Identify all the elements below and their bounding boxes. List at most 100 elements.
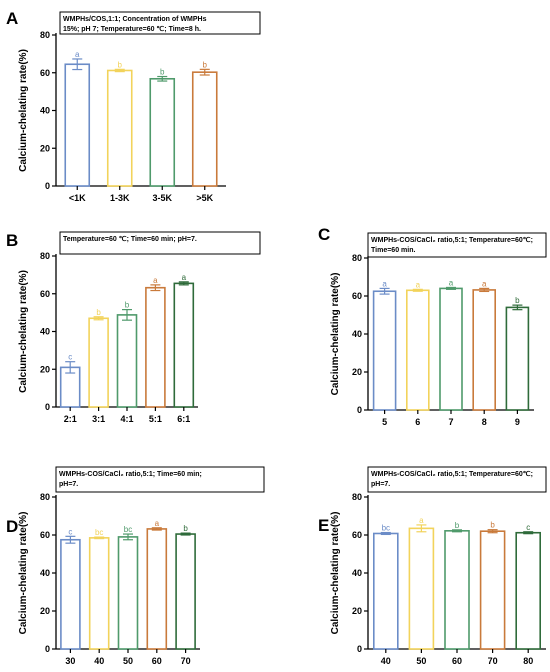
sig-label-b-3: a xyxy=(153,276,158,285)
sig-label-a-2: b xyxy=(160,68,165,77)
y-tick-label-d-1: 20 xyxy=(40,606,50,616)
condition-box-a xyxy=(59,11,261,35)
y-tick-label-b-0: 0 xyxy=(45,402,50,412)
x-tick-label-c-3: 8 xyxy=(482,417,487,427)
y-tick-label-a-0: 0 xyxy=(45,181,50,191)
y-tick-label-d-2: 40 xyxy=(40,568,50,578)
sig-label-e-4: c xyxy=(526,523,530,532)
panel-letter-e: E xyxy=(318,516,329,535)
sig-label-e-2: b xyxy=(455,521,460,530)
y-axis-title-a: Calcium-chelating rate(%) xyxy=(18,49,29,172)
sig-label-d-3: a xyxy=(155,519,160,528)
x-tick-label-a-0: <1K xyxy=(69,193,86,203)
bar-c-4 xyxy=(505,306,530,411)
y-tick-label-e-4: 80 xyxy=(352,492,362,502)
x-tick-label-c-1: 6 xyxy=(415,417,420,427)
x-tick-label-a-3: >5K xyxy=(196,193,213,203)
condition-box-d xyxy=(55,466,265,493)
panel-d: D WMPHs-COS/CaCl₂ ratio,5:1; Time=60 min;… xyxy=(6,466,265,666)
bar-c-2 xyxy=(439,287,463,411)
sig-label-a-1: b xyxy=(118,60,123,69)
sig-label-a-3: b xyxy=(203,60,208,69)
x-tick-label-e-0: 40 xyxy=(381,656,391,666)
x-tick-label-d-1: 40 xyxy=(94,656,104,666)
bar-e-4 xyxy=(515,531,542,650)
sig-label-c-0: a xyxy=(382,279,387,288)
sig-label-e-0: bc xyxy=(382,524,390,533)
y-tick-label-e-0: 0 xyxy=(357,644,362,654)
panel-letter-d: D xyxy=(6,517,18,536)
bar-b-2 xyxy=(116,314,138,408)
bar-b-3 xyxy=(145,286,166,408)
bar-d-0 xyxy=(60,538,81,650)
sig-label-d-1: bc xyxy=(95,528,103,537)
panel-letter-c: C xyxy=(318,225,330,244)
x-tick-label-e-2: 60 xyxy=(452,656,462,666)
condition-text-a-0: WMPHs/COS,1:1; Concentration of WMPHs xyxy=(63,16,207,23)
x-tick-label-e-1: 50 xyxy=(416,656,426,666)
y-tick-label-a-3: 60 xyxy=(40,68,50,78)
x-tick-label-e-3: 70 xyxy=(488,656,498,666)
condition-text-d-1: pH=7. xyxy=(59,481,78,488)
y-tick-label-d-4: 80 xyxy=(40,492,50,502)
sig-label-c-2: a xyxy=(449,278,454,287)
x-tick-label-d-2: 50 xyxy=(123,656,133,666)
sig-label-a-0: a xyxy=(75,50,80,59)
bar-d-4 xyxy=(175,533,196,650)
sig-label-b-0: c xyxy=(68,353,72,362)
y-axis-title-c: Calcium-chelating rate(%) xyxy=(330,273,341,396)
y-axis-title-d: Calcium-chelating rate(%) xyxy=(18,512,29,635)
x-tick-label-c-0: 5 xyxy=(382,417,387,427)
panel-letter-a: A xyxy=(6,9,18,28)
condition-text-c-1: Time=60 min. xyxy=(371,247,415,254)
condition-text-a-1: 15%; pH 7; Temperature=60 ℃; Time=8 h. xyxy=(63,25,201,33)
y-axis-title-e: Calcium-chelating rate(%) xyxy=(330,512,341,635)
panel-letter-b: B xyxy=(6,231,18,250)
condition-text-b-0: Temperature=60 ℃; Time=60 min; pH=7. xyxy=(63,235,197,243)
bar-c-3 xyxy=(472,289,497,411)
x-tick-label-b-0: 2:1 xyxy=(64,414,77,424)
sig-label-c-1: a xyxy=(416,280,421,289)
y-tick-label-e-1: 20 xyxy=(352,606,362,616)
condition-text-e-1: pH=7. xyxy=(371,481,390,488)
bar-a-2 xyxy=(149,77,176,187)
y-tick-label-b-4: 80 xyxy=(40,251,50,261)
y-tick-label-d-0: 0 xyxy=(45,644,50,654)
x-tick-label-d-0: 30 xyxy=(65,656,75,666)
x-tick-label-b-4: 6:1 xyxy=(177,414,190,424)
sig-label-d-4: b xyxy=(183,524,188,533)
y-tick-label-b-2: 40 xyxy=(40,327,50,337)
x-tick-label-d-3: 60 xyxy=(152,656,162,666)
y-axis-title-b: Calcium-chelating rate(%) xyxy=(18,270,29,393)
condition-box-b xyxy=(59,231,261,255)
condition-text-e-0: WMPHs-COS/CaCl₂ ratio,5:1; Temperature=6… xyxy=(371,470,533,478)
x-tick-label-d-4: 70 xyxy=(181,656,191,666)
bar-d-2 xyxy=(117,536,139,650)
y-tick-label-c-1: 20 xyxy=(352,367,362,377)
y-tick-label-a-4: 80 xyxy=(40,30,50,40)
bar-b-1 xyxy=(88,317,109,408)
bar-b-4 xyxy=(173,282,195,408)
sig-label-b-2: b xyxy=(125,301,130,310)
condition-box-e xyxy=(367,466,547,493)
bar-a-0 xyxy=(64,63,91,187)
sig-label-d-0: c xyxy=(68,527,72,536)
condition-text-c-0: WMPHs-COS/CaCl₂ ratio,5:1; Temperature=6… xyxy=(371,236,533,244)
y-tick-label-d-3: 60 xyxy=(40,530,50,540)
sig-label-e-1: a xyxy=(419,516,424,525)
x-tick-label-b-3: 5:1 xyxy=(149,414,162,424)
y-tick-label-e-3: 60 xyxy=(352,530,362,540)
y-tick-label-c-2: 40 xyxy=(352,329,362,339)
panel-a: A WMPHs/COS,1:1; Concentration of WMPHs 15… xyxy=(6,9,261,203)
bar-e-2 xyxy=(444,530,470,650)
y-tick-label-b-1: 20 xyxy=(40,364,50,374)
sig-label-b-4: a xyxy=(182,273,187,282)
bar-d-3 xyxy=(146,528,168,650)
bar-c-0 xyxy=(372,290,397,411)
y-tick-label-c-3: 60 xyxy=(352,291,362,301)
bar-a-3 xyxy=(191,71,218,187)
bar-e-3 xyxy=(479,530,506,650)
y-tick-label-e-2: 40 xyxy=(352,568,362,578)
panel-b: B Temperature=60 ℃; Time=60 min; pH=7. 0 20… xyxy=(6,231,261,424)
